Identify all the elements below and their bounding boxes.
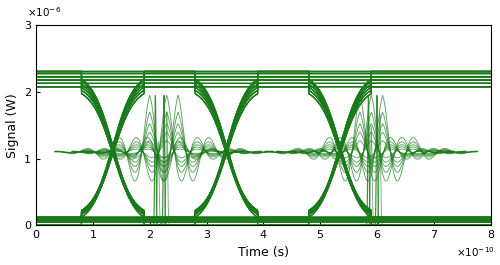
- Y-axis label: Signal (W): Signal (W): [6, 93, 18, 158]
- X-axis label: Time (s): Time (s): [238, 246, 289, 259]
- Text: $\times10^{-6}$: $\times10^{-6}$: [27, 6, 61, 20]
- Text: $\times10^{-10}$: $\times10^{-10}$: [456, 245, 495, 259]
